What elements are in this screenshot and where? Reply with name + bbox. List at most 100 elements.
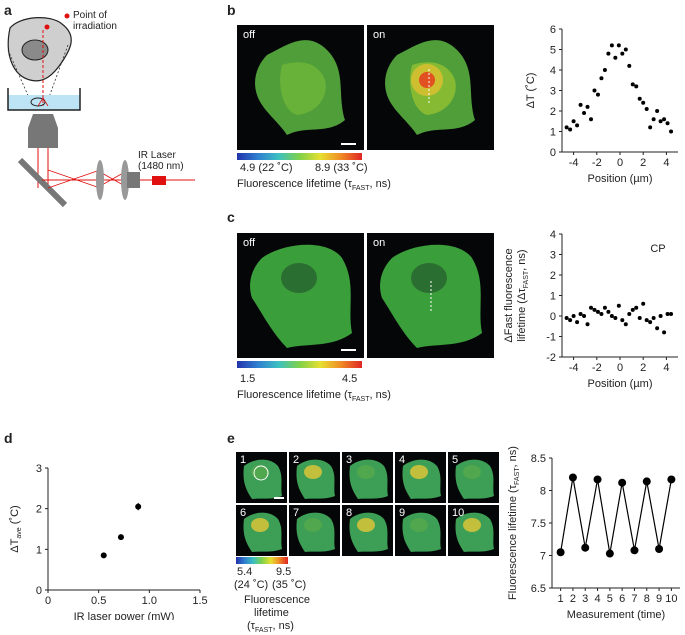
panel-e-letter: e	[227, 430, 235, 446]
tile-cell-image	[296, 459, 335, 499]
data-point	[556, 548, 565, 557]
image-b-off-label: off	[243, 29, 256, 41]
data-point	[578, 311, 583, 316]
data-point	[641, 100, 646, 105]
y-tick-label: 8.5	[531, 453, 546, 465]
data-point	[606, 51, 611, 56]
tile-cell-image	[402, 512, 441, 552]
data-point	[595, 92, 600, 97]
collimator-box	[127, 172, 140, 188]
timelapse-tile: 3	[342, 452, 393, 503]
image-c-on: on	[367, 233, 494, 358]
panel-a-letter: a	[4, 2, 12, 18]
data-point	[662, 117, 667, 122]
timelapse-tile: 4	[395, 452, 446, 503]
scale-bar	[341, 349, 356, 351]
tile-cell-image	[349, 459, 388, 499]
data-point	[568, 473, 577, 482]
data-point	[641, 301, 646, 306]
tile-cell-image	[243, 459, 282, 499]
data-point	[582, 314, 587, 318]
colorbar-e-caption-line2: lifetime	[254, 607, 289, 619]
colorbar-c-max: 4.5	[342, 373, 358, 385]
y-tick-label: 3	[550, 250, 556, 262]
cell-image-c-on	[380, 244, 482, 348]
data-point	[595, 309, 600, 314]
data-point	[655, 326, 660, 331]
data-point	[117, 534, 124, 541]
y-tick-label: -2	[546, 352, 556, 364]
data-point	[582, 111, 587, 116]
data-point	[571, 119, 576, 124]
chart-annotation: CP	[650, 243, 665, 255]
tile-cell-image	[349, 512, 388, 552]
timelapse-tile: 1	[236, 452, 287, 503]
y-axis-label: Fluorescence lifetime (τFAST, ns)	[507, 446, 521, 600]
image-c-off: off	[237, 233, 364, 358]
y-axis-label: ΔFast fluorescence	[503, 248, 515, 342]
x-axis-label: IR laser power (mW)	[74, 611, 175, 620]
x-tick-label: 4	[663, 362, 669, 374]
data-point	[613, 55, 618, 60]
data-point	[665, 311, 670, 316]
cell-image-b-on	[385, 40, 475, 135]
x-tick-label: 0	[617, 157, 623, 169]
x-tick-label: 1.5	[192, 595, 207, 607]
y-tick-label: 6	[550, 24, 556, 36]
data-point	[568, 127, 573, 132]
objective-lens	[28, 114, 58, 148]
timelapse-tile-label: 1	[240, 454, 247, 466]
data-point	[630, 82, 635, 87]
chart-c-delta-lifetime: -4 -2 0 2 4 -2 -1 0 1 2 3 4 Position (µm) ΔFast fluor…	[503, 229, 678, 390]
point-of-irradiation-label: Point of irradiation	[73, 10, 117, 32]
lens-1	[96, 160, 104, 200]
data-point	[616, 303, 621, 308]
y-tick-label: 1	[550, 127, 556, 139]
x-axis-label: Position (µm)	[587, 378, 652, 390]
lens-2	[121, 160, 129, 200]
timelapse-tile: 6	[236, 505, 287, 556]
y-tick-label: 4	[550, 65, 556, 77]
optical-setup-diagram	[7, 13, 195, 208]
y-tick-label: 6.5	[531, 583, 546, 595]
data-point	[627, 311, 632, 316]
data-point	[593, 475, 602, 484]
y-tick-label: 1	[36, 544, 42, 556]
data-point	[651, 117, 656, 122]
data-point	[564, 316, 569, 321]
chart-b-delta-t: -4 -2 0 2 4 0 1 2 3 4 5 6 Position (µm) ΔT (˚C)	[525, 24, 678, 185]
timelapse-tile-label: 6	[240, 507, 247, 519]
data-point	[637, 316, 642, 321]
y-axis-label: ΔTave (˚C)	[9, 505, 23, 552]
image-b-on-label: on	[373, 29, 386, 41]
timelapse-tile: 8	[342, 505, 393, 556]
tile-cell-image	[402, 459, 441, 499]
timelapse-tile: 7	[289, 505, 340, 556]
x-tick-label: 4	[663, 157, 669, 169]
colorbar-e-caption-line1: Fluorescence	[244, 594, 311, 606]
data-point	[602, 68, 607, 72]
data-point	[589, 305, 593, 310]
timelapse-tile-label: 8	[346, 507, 353, 519]
x-tick-label: 0	[45, 595, 51, 607]
timelapse-tile-label: 7	[293, 507, 300, 519]
data-point	[564, 125, 569, 130]
y-tick-label: -1	[546, 332, 556, 344]
tile-cell-image	[296, 512, 335, 552]
colorbar-e	[236, 557, 288, 564]
panel-b-letter: b	[227, 2, 236, 18]
x-tick-label: 4	[594, 593, 600, 605]
image-b-on: on	[367, 25, 494, 150]
colorbar-e-caption-line3: (τFAST, ns)	[247, 620, 294, 635]
ir-laser-source	[152, 176, 166, 185]
data-point	[571, 314, 576, 318]
colorbar-b-max: 8.9 (33 ˚C)	[315, 162, 368, 174]
x-tick-label: 0	[617, 362, 623, 374]
data-point	[135, 503, 142, 510]
colorbar-c-caption: Fluorescence lifetime (τFAST, ns)	[237, 389, 391, 404]
y-tick-label: 1	[550, 291, 556, 303]
data-point	[669, 311, 674, 316]
colorbar-b	[237, 153, 362, 160]
data-point	[609, 43, 614, 48]
